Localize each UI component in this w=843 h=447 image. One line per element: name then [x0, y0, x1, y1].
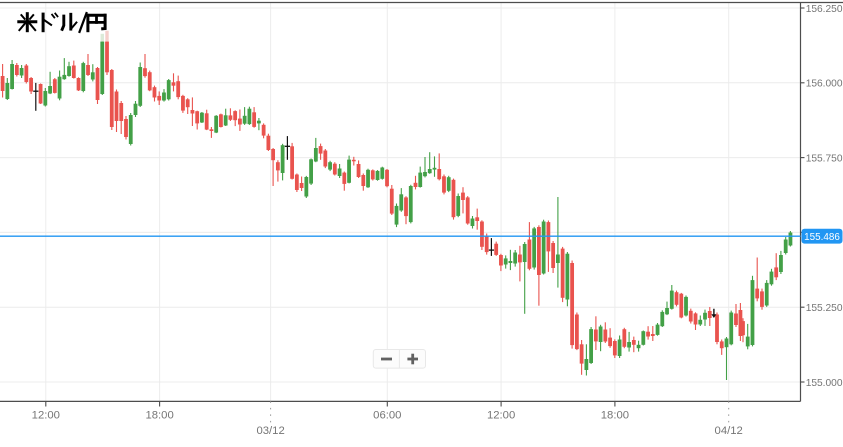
svg-text:12:00: 12:00 [487, 409, 515, 421]
svg-text:155.750: 155.750 [806, 153, 843, 164]
svg-text:12:00: 12:00 [32, 409, 60, 421]
svg-text:18:00: 18:00 [145, 409, 173, 421]
svg-text:06:00: 06:00 [373, 409, 401, 421]
svg-text:04/12: 04/12 [715, 425, 743, 437]
svg-text:156.250: 156.250 [806, 4, 843, 15]
svg-text:155.000: 155.000 [806, 378, 843, 389]
svg-text:155.250: 155.250 [806, 303, 843, 314]
svg-text:18:00: 18:00 [601, 409, 629, 421]
svg-text:03/12: 03/12 [256, 425, 284, 437]
svg-text:156.000: 156.000 [806, 79, 843, 90]
svg-text:155.486: 155.486 [804, 232, 840, 243]
